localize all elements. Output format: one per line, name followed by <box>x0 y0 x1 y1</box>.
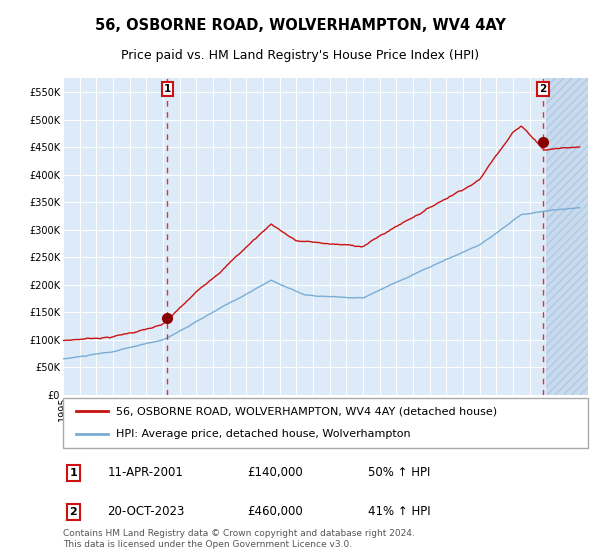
Text: Contains HM Land Registry data © Crown copyright and database right 2024.
This d: Contains HM Land Registry data © Crown c… <box>63 529 415 549</box>
Text: 41% ↑ HPI: 41% ↑ HPI <box>367 506 430 519</box>
Text: 56, OSBORNE ROAD, WOLVERHAMPTON, WV4 4AY (detached house): 56, OSBORNE ROAD, WOLVERHAMPTON, WV4 4AY… <box>115 406 497 416</box>
Text: Price paid vs. HM Land Registry's House Price Index (HPI): Price paid vs. HM Land Registry's House … <box>121 49 479 63</box>
Text: 11-APR-2001: 11-APR-2001 <box>107 466 184 479</box>
Text: 56, OSBORNE ROAD, WOLVERHAMPTON, WV4 4AY: 56, OSBORNE ROAD, WOLVERHAMPTON, WV4 4AY <box>95 18 505 32</box>
Text: £460,000: £460,000 <box>247 506 302 519</box>
Text: 1: 1 <box>164 84 171 94</box>
Text: £140,000: £140,000 <box>247 466 302 479</box>
Text: 2: 2 <box>539 84 547 94</box>
Text: 20-OCT-2023: 20-OCT-2023 <box>107 506 185 519</box>
Text: 1: 1 <box>70 468 77 478</box>
Text: HPI: Average price, detached house, Wolverhampton: HPI: Average price, detached house, Wolv… <box>115 430 410 440</box>
Text: 2: 2 <box>70 507 77 517</box>
Text: 50% ↑ HPI: 50% ↑ HPI <box>367 466 430 479</box>
FancyBboxPatch shape <box>63 398 588 448</box>
